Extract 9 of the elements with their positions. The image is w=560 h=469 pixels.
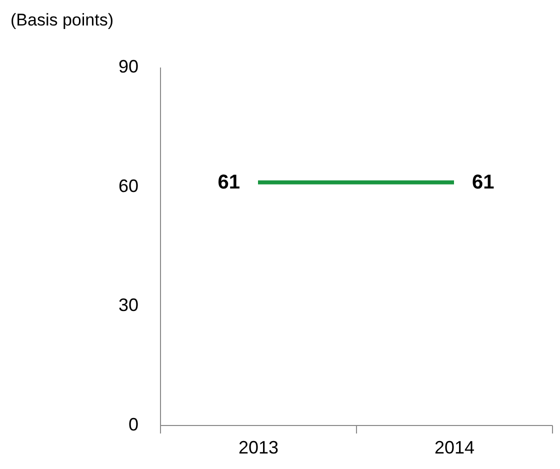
y-tick-label: 0 [128, 414, 138, 434]
x-tick-label: 2014 [434, 438, 475, 458]
y-tick-label: 90 [118, 56, 138, 76]
data-label: 61 [472, 171, 494, 194]
y-tick-label: 60 [118, 176, 138, 196]
y-axis-title: (Basis points) [10, 10, 114, 30]
x-tick-label: 2013 [238, 438, 279, 458]
data-label: 61 [218, 171, 240, 194]
y-tick-label: 30 [118, 295, 138, 316]
